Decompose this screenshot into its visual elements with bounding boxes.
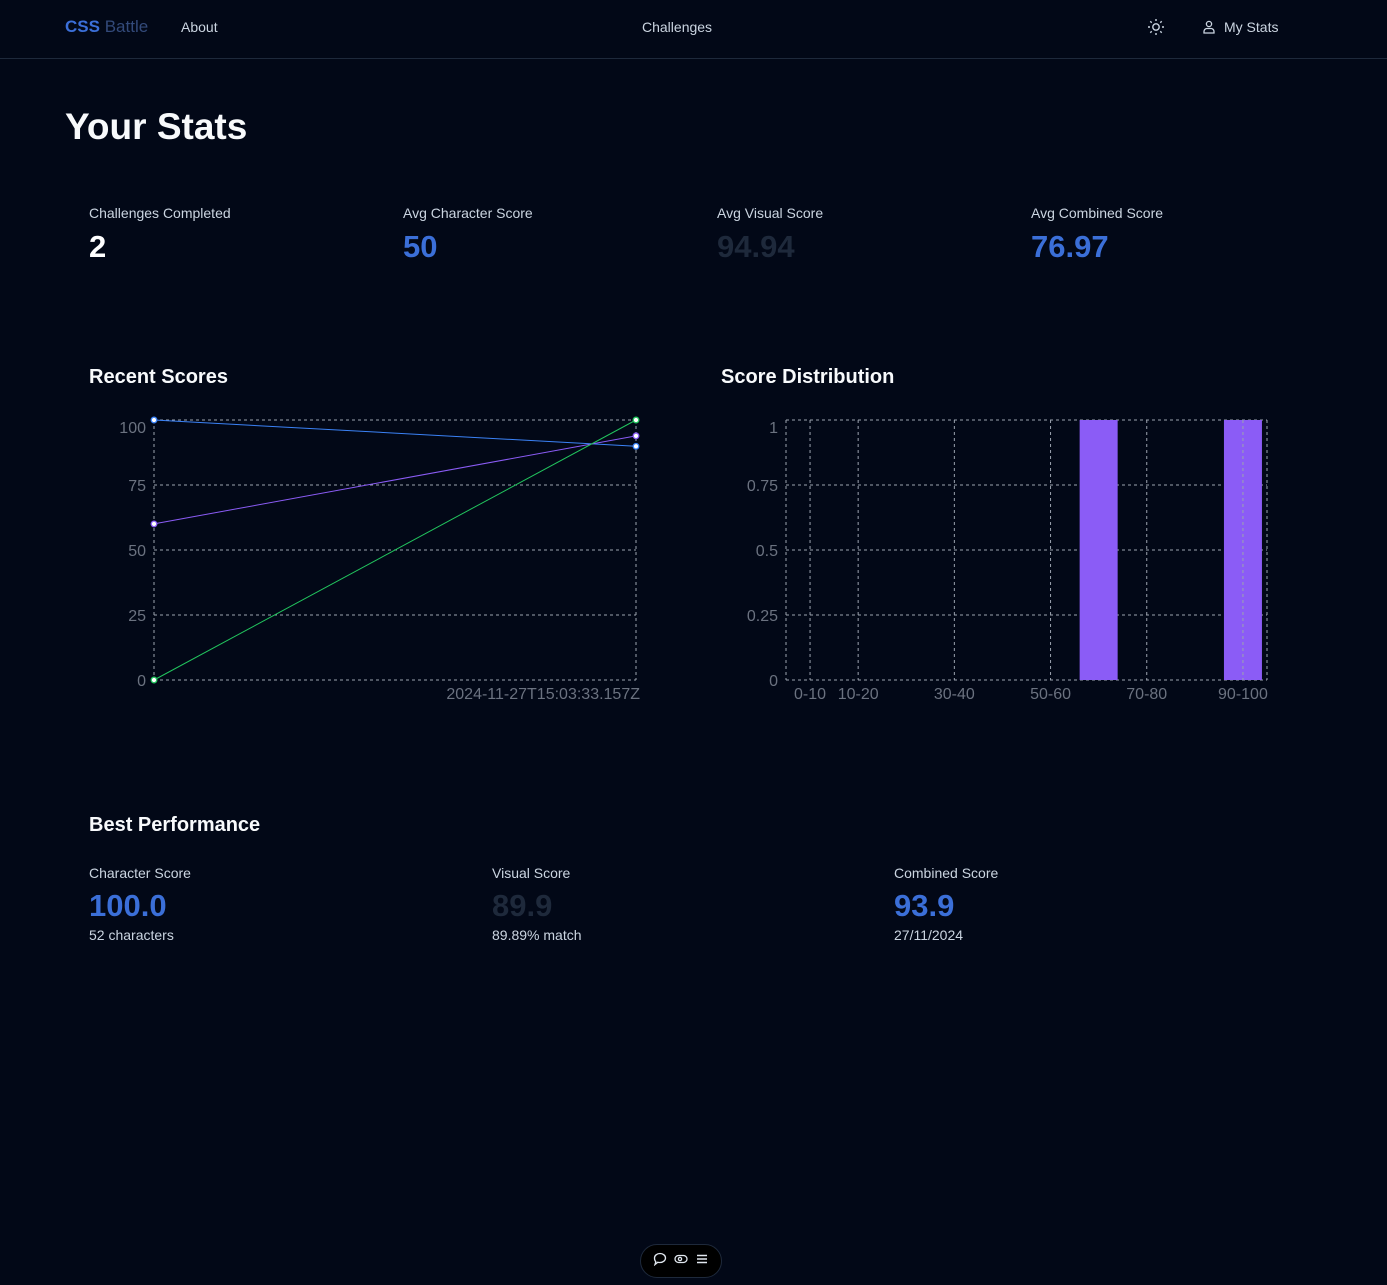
best-label: Character Score <box>89 865 191 881</box>
best-sub: 27/11/2024 <box>894 927 964 943</box>
stat-label: Avg Visual Score <box>717 205 824 221</box>
data-point <box>150 676 158 684</box>
best-label: Visual Score <box>492 865 571 881</box>
nav-about[interactable]: About <box>181 19 218 35</box>
x-tick-label: 2024-11-27T15:03:33.157Z <box>446 686 640 703</box>
chat-icon[interactable] <box>653 1252 667 1271</box>
x-tick-label: 0-10 <box>794 686 826 703</box>
best-sub: 89.89% match <box>492 927 582 943</box>
page-title: Your Stats <box>65 106 248 147</box>
score-distribution-title: Score Distribution <box>721 366 895 388</box>
bar <box>1079 420 1118 680</box>
stat-value: 2 <box>89 229 107 264</box>
best-item: Character Score 100.0 52 characters <box>89 865 191 943</box>
best-sub: 52 characters <box>89 927 174 943</box>
data-point <box>632 416 640 424</box>
best-value: 89.9 <box>492 888 553 923</box>
brand-battle: Battle <box>104 17 149 36</box>
stat-label: Avg Character Score <box>403 205 533 221</box>
sun-icon[interactable] <box>1147 18 1165 41</box>
best-value: 93.9 <box>894 888 955 923</box>
brand-css: CSS <box>65 17 100 36</box>
eye-icon[interactable] <box>674 1252 688 1271</box>
menu-icon[interactable] <box>695 1252 709 1271</box>
data-point <box>150 416 158 424</box>
nav-challenges[interactable]: Challenges <box>642 19 713 35</box>
stat-value: 76.97 <box>1031 229 1109 264</box>
y-tick-label: 25 <box>128 608 146 625</box>
best-item: Combined Score 93.9 27/11/2024 <box>894 865 998 943</box>
user-icon <box>1203 20 1215 34</box>
floating-toolbar <box>640 1244 722 1278</box>
stat-value: 94.94 <box>717 229 795 264</box>
y-tick-label: 0 <box>769 673 778 690</box>
y-tick-label: 0.75 <box>747 478 778 495</box>
score-distribution-chart: 0 0.25 0.5 0.75 1 0-10 10-20 30-40 50-60 70-80 90-… <box>747 419 1268 703</box>
stat-card: Avg Visual Score 94.94 <box>717 205 823 265</box>
x-tick-label: 10-20 <box>838 686 879 703</box>
y-tick-label: 1 <box>769 420 778 437</box>
best-performance-title: Best Performance <box>89 814 261 836</box>
recent-scores-chart: 0 25 50 75 100 2024-11-27T15:03:33.157Z <box>119 416 640 703</box>
stat-label: Challenges Completed <box>89 205 231 221</box>
y-tick-label: 100 <box>119 420 146 437</box>
best-item: Visual Score 89.9 89.89% match <box>492 865 582 943</box>
x-tick-label: 30-40 <box>934 686 975 703</box>
y-tick-label: 0 <box>137 673 146 690</box>
top-nav: CSS Battle About Challenges My Stats <box>0 0 1387 59</box>
brand-logo[interactable]: CSS Battle <box>65 17 148 37</box>
series-line <box>153 435 637 525</box>
y-tick-label: 0.5 <box>756 543 778 560</box>
best-value: 100.0 <box>89 888 167 923</box>
y-tick-label: 75 <box>128 478 146 495</box>
stat-card: Avg Character Score 50 <box>403 205 533 265</box>
x-tick-label: 90-100 <box>1218 686 1268 703</box>
stat-card: Avg Combined Score 76.97 <box>1031 205 1163 265</box>
stat-card: Challenges Completed 2 <box>89 205 231 265</box>
x-tick-label: 50-60 <box>1030 686 1071 703</box>
data-point <box>150 520 158 528</box>
my-stats-label: My Stats <box>1224 19 1279 35</box>
recent-scores-title: Recent Scores <box>89 366 228 388</box>
y-tick-label: 0.25 <box>747 608 778 625</box>
my-stats-link[interactable]: My Stats <box>1202 19 1278 35</box>
data-point <box>632 442 640 450</box>
best-label: Combined Score <box>894 865 999 881</box>
series-line <box>153 419 637 681</box>
y-tick-label: 50 <box>128 543 146 560</box>
x-tick-label: 70-80 <box>1126 686 1167 703</box>
stat-value: 50 <box>403 229 438 264</box>
stat-label: Avg Combined Score <box>1031 205 1164 221</box>
series-line <box>153 419 637 447</box>
data-point <box>632 432 640 440</box>
